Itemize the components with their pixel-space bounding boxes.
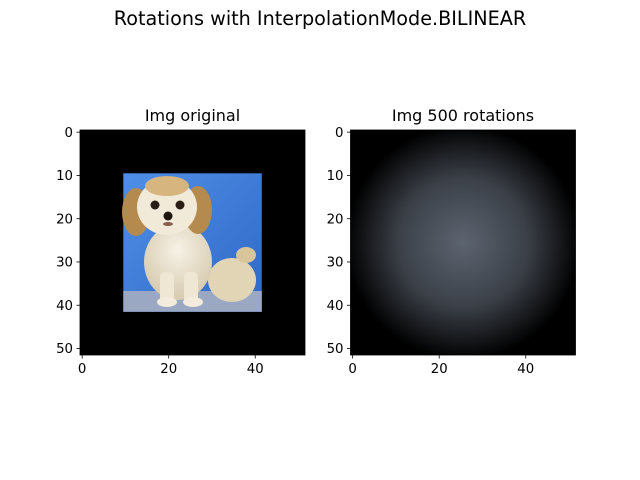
x-tick-label: 20 — [431, 362, 448, 377]
x-tick-label: 20 — [160, 362, 177, 377]
y-axis: 0 10 20 30 40 50 — [56, 126, 80, 357]
y-tick-label: 10 — [327, 169, 344, 184]
dog-paw-right — [183, 297, 203, 307]
y-tick-label: 0 — [65, 126, 73, 141]
x-tick-label: 0 — [348, 362, 356, 377]
y-tick-label: 50 — [327, 342, 344, 357]
panel-rotations-title: Img 500 rotations — [392, 106, 534, 125]
axes-frame — [350, 129, 576, 356]
x-tick-label: 40 — [247, 362, 264, 377]
x-axis: 0 20 40 — [348, 355, 534, 377]
y-tick-label: 40 — [327, 299, 344, 314]
y-axis: 0 10 20 30 40 50 — [327, 126, 351, 357]
x-tick-label: 0 — [78, 362, 86, 377]
dog-tail — [236, 247, 256, 263]
dog-eye-right — [175, 200, 185, 210]
y-tick-label: 30 — [56, 256, 73, 271]
figure-suptitle: Rotations with InterpolationMode.BILINEA… — [114, 7, 526, 30]
panel-original: Img original 0 20 40 — [56, 106, 306, 377]
y-tick-label: 10 — [56, 169, 73, 184]
dog-eye-left — [150, 200, 160, 210]
dog-body — [144, 224, 212, 300]
y-tick-label: 20 — [56, 212, 73, 227]
y-tick-label: 20 — [327, 212, 344, 227]
dog-leg-right — [184, 272, 198, 304]
panel-rotations: Img 500 rotations 0 20 40 0 10 20 30 40 50 — [327, 106, 576, 377]
dog-nose — [163, 211, 173, 221]
dog-mouth — [163, 222, 173, 226]
dog-hind — [208, 258, 256, 302]
panel-original-title: Img original — [145, 106, 240, 125]
y-tick-label: 40 — [56, 299, 73, 314]
dog-paw-left — [157, 297, 177, 307]
y-tick-label: 50 — [56, 342, 73, 357]
dog-head-top — [145, 176, 189, 196]
rotation-average-image — [350, 130, 576, 355]
axes-frame — [79, 129, 306, 356]
x-tick-label: 40 — [517, 362, 534, 377]
y-tick-label: 30 — [327, 256, 344, 271]
puppy-photo — [122, 173, 262, 312]
y-tick-label: 0 — [335, 126, 343, 141]
dog-leg-left — [160, 272, 174, 304]
x-axis: 0 20 40 — [78, 355, 264, 377]
